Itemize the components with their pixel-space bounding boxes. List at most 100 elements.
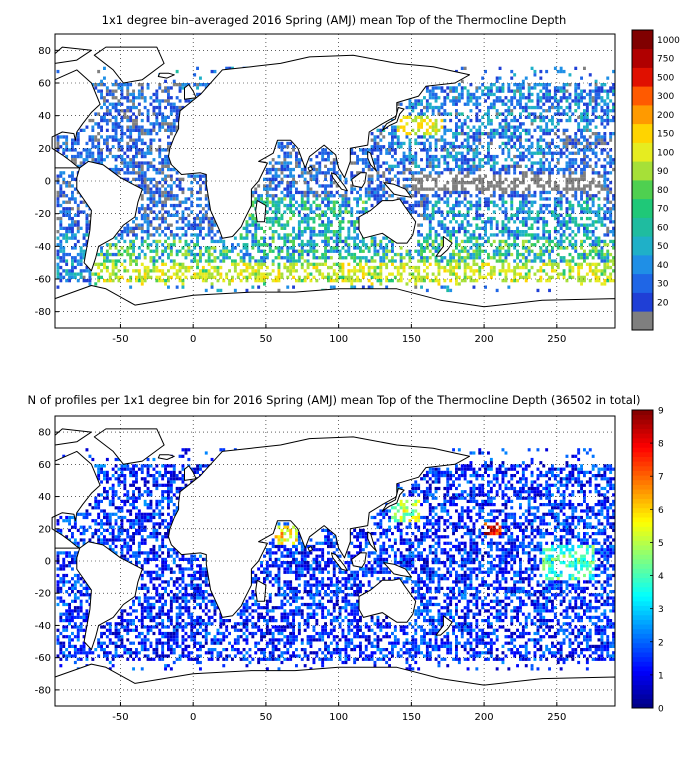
- data-cell: [190, 249, 194, 253]
- data-cell: [103, 102, 106, 106]
- data-cell: [565, 141, 569, 146]
- data-cell: [181, 220, 185, 224]
- data-cell: [167, 190, 170, 195]
- data-cell: [580, 252, 583, 257]
- data-cell: [577, 181, 581, 185]
- data-cell: [271, 181, 275, 185]
- data-cell: [495, 132, 499, 136]
- data-cell: [167, 210, 170, 214]
- data-cell: [559, 89, 563, 93]
- data-cell: [455, 177, 458, 181]
- data-cell: [489, 141, 493, 146]
- data-cell: [88, 151, 92, 155]
- data-cell: [466, 256, 470, 260]
- data-cell: [562, 112, 566, 116]
- data-cell: [551, 239, 554, 244]
- data-cell: [263, 184, 266, 188]
- data-cell: [443, 226, 447, 230]
- data-cell: [283, 203, 287, 208]
- data-cell: [271, 167, 275, 172]
- data-cell: [452, 145, 455, 149]
- data-cell: [289, 197, 293, 201]
- data-cell: [123, 171, 127, 175]
- data-cell: [559, 138, 563, 142]
- data-cell: [68, 207, 71, 211]
- data-cell: [440, 118, 444, 123]
- data-cell: [600, 223, 604, 227]
- data-cell: [263, 187, 266, 191]
- data-cell: [193, 177, 197, 181]
- data-cell: [452, 154, 455, 159]
- data-cell: [309, 236, 313, 240]
- data-cell: [315, 190, 319, 195]
- data-cell: [460, 171, 464, 175]
- data-cell: [489, 102, 493, 106]
- data-cell: [574, 138, 578, 142]
- data-cell: [370, 148, 374, 152]
- data-cell: [446, 151, 450, 155]
- data-cell: [405, 115, 409, 119]
- data-cell: [466, 210, 470, 214]
- data-cell: [62, 141, 66, 146]
- data-cell: [501, 151, 505, 155]
- data-cell: [548, 203, 551, 208]
- data-cell: [423, 187, 426, 191]
- data-cell: [137, 96, 141, 100]
- data-cell: [79, 200, 83, 204]
- data-cell: [140, 118, 144, 123]
- data-cell: [565, 83, 569, 87]
- data-cell: [417, 190, 421, 195]
- data-cell: [265, 187, 269, 191]
- data-cell: [129, 285, 133, 289]
- data-cell: [193, 223, 197, 227]
- data-cell: [487, 181, 490, 185]
- data-cell: [440, 285, 444, 289]
- data-cell: [155, 269, 159, 273]
- data-cell: [126, 83, 130, 87]
- data-cell: [574, 187, 578, 191]
- data-cell: [318, 207, 322, 211]
- data-cell: [146, 230, 150, 234]
- data-cell: [545, 109, 549, 113]
- data-cell: [411, 272, 415, 276]
- data-cell: [242, 259, 246, 263]
- data-cell: [82, 243, 86, 247]
- data-cell: [484, 233, 487, 237]
- data-cell: [527, 249, 531, 253]
- data-cell: [472, 96, 476, 100]
- data-cell: [332, 262, 336, 266]
- data-cell: [117, 109, 121, 113]
- data-cell: [446, 96, 450, 100]
- data-cell: [388, 239, 391, 244]
- data-cell: [393, 135, 397, 139]
- data-cell: [199, 223, 202, 227]
- data-cell: [594, 151, 598, 155]
- data-cell: [283, 194, 287, 198]
- data-cell: [539, 158, 543, 162]
- data-cell: [606, 194, 610, 198]
- data-cell: [158, 145, 162, 149]
- data-cell: [443, 141, 447, 146]
- data-cell: [175, 249, 179, 253]
- data-cell: [137, 83, 141, 87]
- data-cell: [428, 230, 432, 234]
- data-cell: [341, 272, 345, 276]
- data-cell: [167, 174, 170, 178]
- data-cell: [457, 275, 461, 279]
- data-cell: [68, 272, 71, 276]
- data-cell: [516, 190, 519, 195]
- data-cell: [553, 262, 557, 266]
- iceland-landmass: [157, 72, 175, 79]
- data-cell: [68, 197, 71, 201]
- data-cell: [149, 256, 153, 260]
- data-cell: [559, 243, 563, 247]
- data-cell: [76, 138, 80, 142]
- data-cell: [521, 92, 525, 97]
- data-cell: [149, 187, 153, 191]
- data-cell: [536, 115, 540, 119]
- data-cell: [577, 262, 581, 266]
- data-cell: [359, 259, 362, 263]
- data-cell: [347, 249, 351, 253]
- data-cell: [222, 279, 226, 283]
- data-cell: [603, 233, 607, 237]
